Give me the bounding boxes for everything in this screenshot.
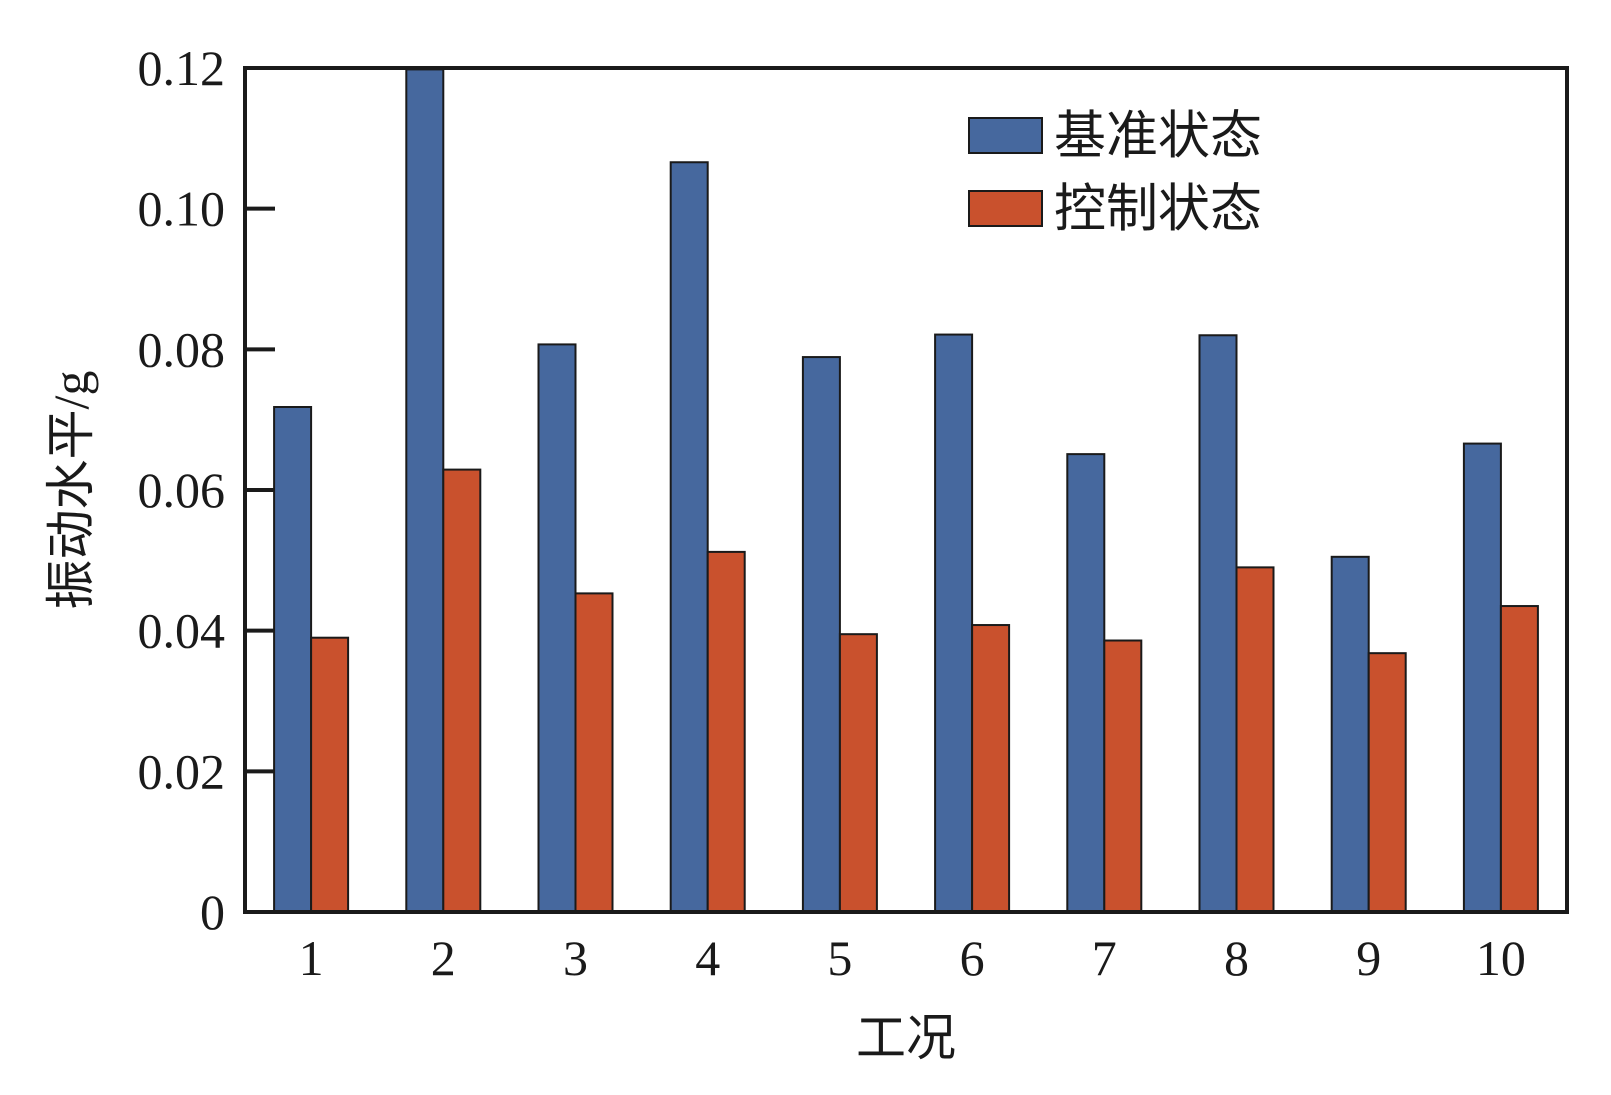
bar-control-9 [1367,652,1407,913]
bar-control-6 [971,624,1011,913]
bar-control-7 [1103,639,1143,913]
bar-baseline-1 [273,406,313,913]
x-tick-label: 8 [1224,930,1249,986]
x-tick-label: 9 [1356,930,1381,986]
bar-baseline-4 [669,161,709,914]
x-tick-label: 10 [1476,930,1526,986]
y-tick-label: 0.12 [138,40,226,96]
y-tick-label: 0.06 [138,462,226,518]
bar-baseline-6 [934,333,974,913]
bar-control-10 [1499,605,1539,913]
legend-swatch-control [968,190,1043,227]
y-tick-label: 0 [200,884,225,940]
legend-label-baseline: 基准状态 [1054,109,1262,166]
y-axis: 0 0.02 0.04 0.06 0.08 0.10 0.12 [138,40,275,940]
bar-control-5 [838,633,878,914]
bar-baseline-10 [1462,442,1502,913]
legend-swatch-baseline [968,117,1043,154]
bar-control-3 [574,592,614,913]
x-tick-label: 1 [299,930,324,986]
bar-baseline-5 [801,356,841,913]
y-tick-label: 0.10 [138,181,226,237]
x-tick-label: 6 [960,930,985,986]
x-tick-label: 7 [1092,930,1117,986]
y-tick-label: 0.04 [138,603,226,659]
bar-control-1 [310,636,350,913]
bar-baseline-7 [1066,453,1106,913]
y-tick-label: 0.02 [138,743,226,799]
bar-control-8 [1235,566,1275,913]
bar-baseline-8 [1198,334,1238,913]
y-axis-title: 振动水平/g [43,371,99,610]
x-axis: 1 2 3 4 5 6 7 8 9 10 [299,930,1526,986]
bars-layer [273,68,1539,914]
bar-baseline-9 [1330,555,1370,913]
y-tick-label: 0.08 [138,321,226,377]
bar-control-4 [706,550,746,913]
bar-control-2 [442,468,482,913]
x-axis-title: 工况 [856,1010,956,1066]
x-tick-label: 2 [431,930,456,986]
bar-baseline-2 [405,68,445,913]
x-tick-label: 3 [563,930,588,986]
legend-label-control: 控制状态 [1054,182,1262,239]
bar-baseline-3 [537,343,577,914]
x-tick-label: 4 [695,930,720,986]
x-tick-label: 5 [827,930,852,986]
